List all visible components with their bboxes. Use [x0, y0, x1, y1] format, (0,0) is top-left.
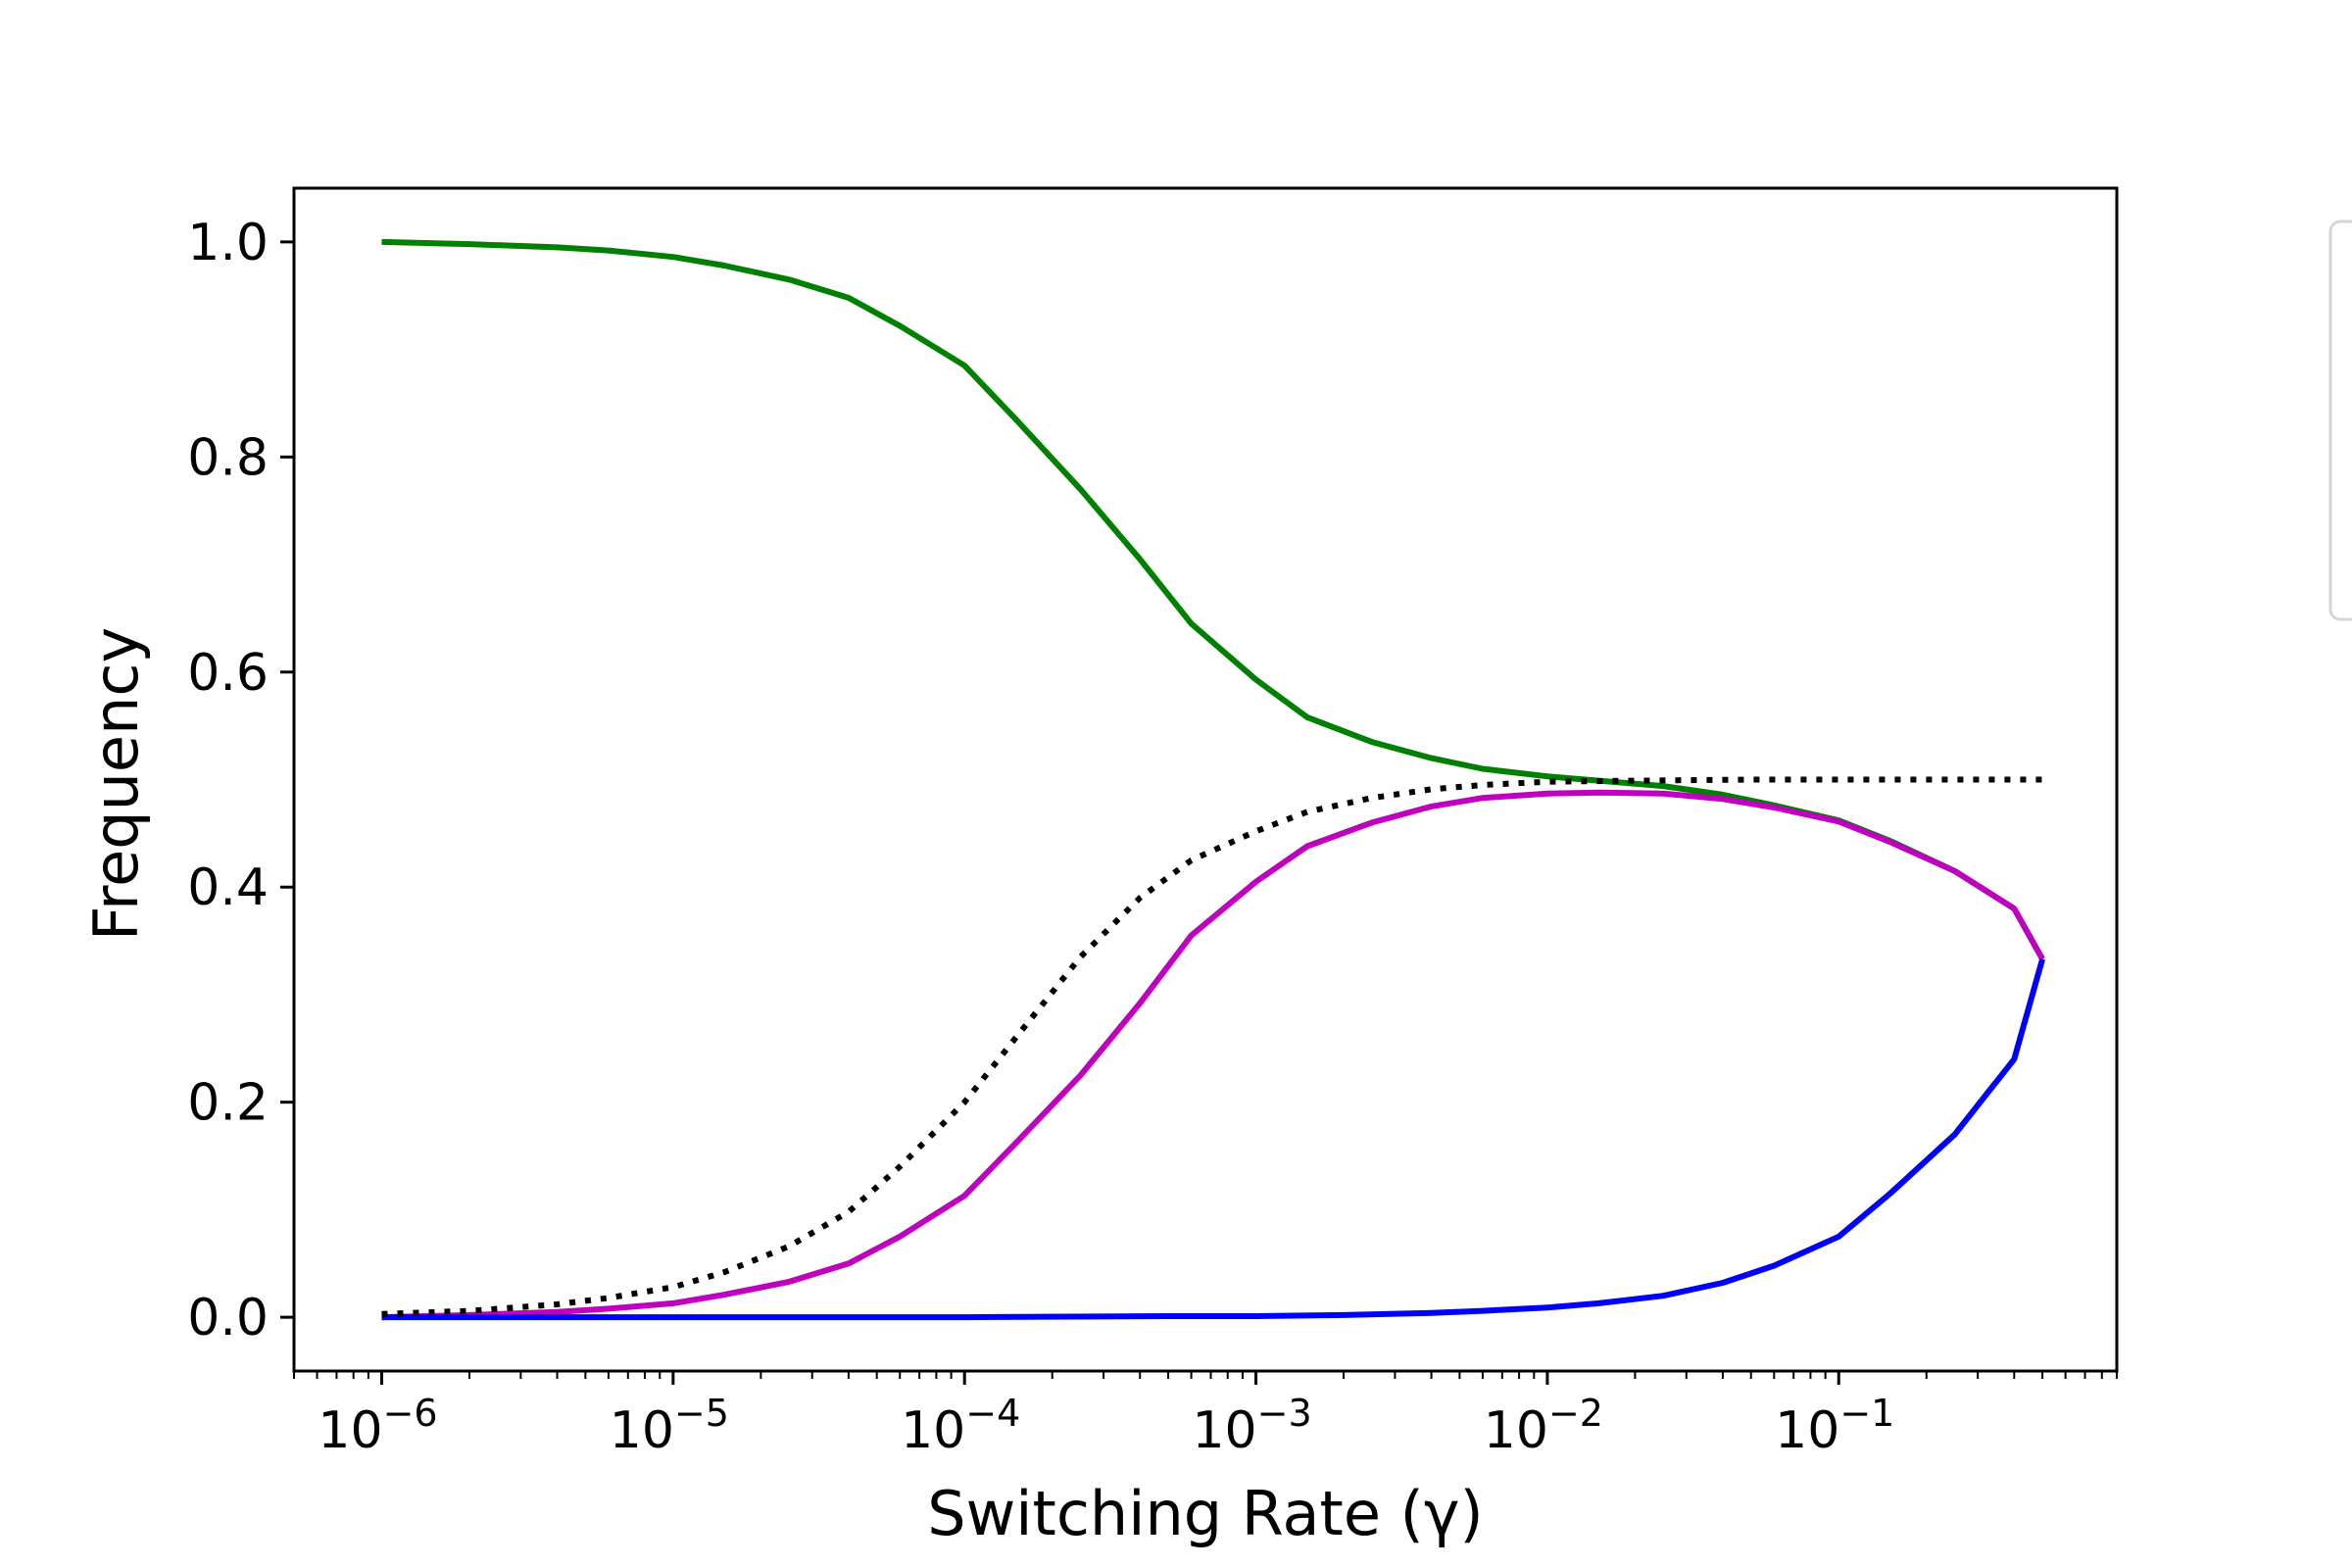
- legend-box: [2328, 220, 2352, 621]
- y-tick-label-5: 1.0: [187, 214, 269, 272]
- x-axis-label: Switching Rate (γ): [927, 1478, 1484, 1549]
- y-axis-label: Frequency: [80, 627, 152, 941]
- y-tick-label-1: 0.2: [187, 1074, 269, 1133]
- y-tick-label-3: 0.6: [187, 644, 269, 703]
- x-tick-label-5: 10−1: [1775, 1392, 1894, 1460]
- series-layer: [381, 238, 2045, 1321]
- series-line-1: [381, 789, 2045, 1321]
- y-tick-label-2: 0.4: [187, 858, 269, 917]
- plot-frame: [292, 186, 2119, 1373]
- y-tick-label-0: 0.0: [187, 1289, 269, 1348]
- series-line-2: [381, 957, 2045, 1321]
- x-tick-label-3: 10−3: [1192, 1392, 1311, 1460]
- y-tick-label-4: 0.8: [187, 428, 269, 487]
- x-tick-label-2: 10−4: [901, 1392, 1020, 1460]
